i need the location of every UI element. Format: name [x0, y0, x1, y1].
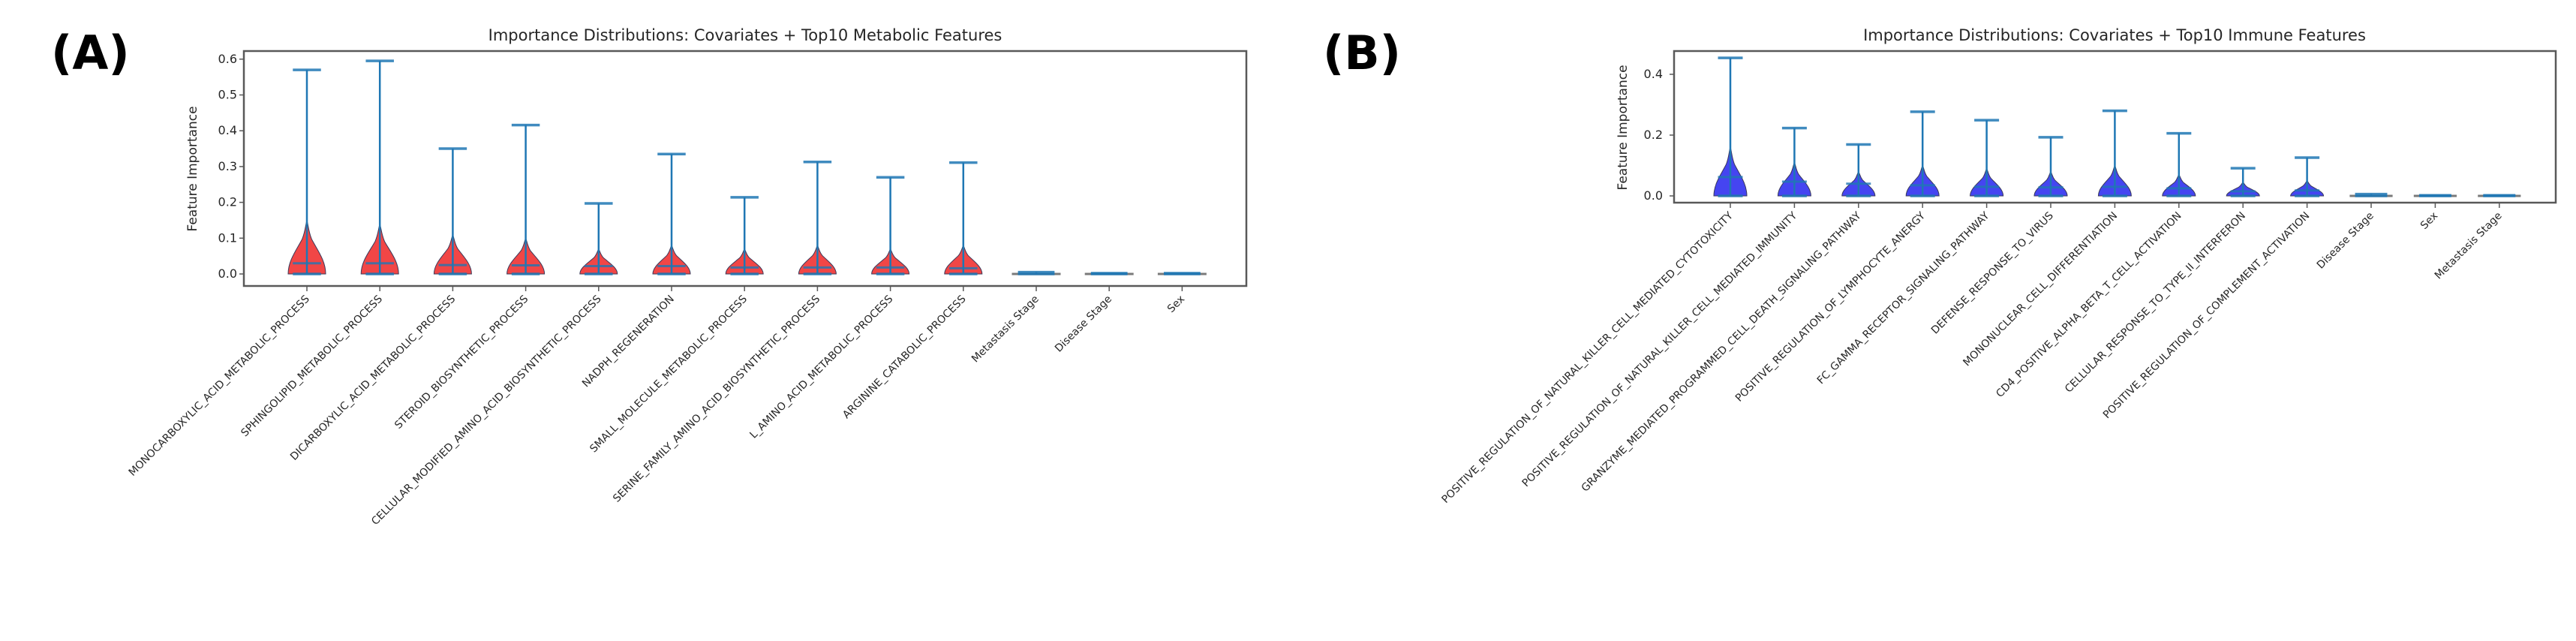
y-tick-label: 0.1: [218, 230, 237, 245]
violin: [1905, 110, 1940, 197]
violin: [287, 68, 326, 275]
violin: [2349, 192, 2393, 197]
violin: [2290, 156, 2325, 197]
chart-a-metabolic-violins: Importance Distributions: Covariates + T…: [127, 26, 1248, 528]
chart-title: Importance Distributions: Covariates + T…: [1863, 26, 2366, 44]
y-tick-label: 0.4: [218, 123, 237, 137]
panel-label-a: (A): [51, 26, 130, 80]
x-category-label: DICARBOXYLIC_ACID_METABOLIC_PROCESS: [288, 293, 458, 462]
x-category-label: Metastasis Stage: [2433, 210, 2505, 282]
y-tick-label: 0.2: [1644, 128, 1663, 142]
x-category-label: POSITIVE_REGULATION_OF_NATURAL_KILLER_CE…: [1520, 209, 1800, 489]
violin: [2226, 167, 2260, 197]
y-tick-label: 0.2: [218, 195, 237, 209]
violin: [1777, 126, 1811, 197]
chart-title: Importance Distributions: Covariates + T…: [488, 26, 1002, 44]
x-category-label: Sex: [2418, 210, 2440, 232]
panel-label-b: (B): [1323, 26, 1401, 80]
x-category-label: STEROID_BIOSYNTHETIC_PROCESS: [392, 293, 531, 431]
violin: [579, 202, 618, 275]
violin: [1713, 56, 1748, 197]
violin: [944, 161, 983, 275]
y-tick-label: 0.0: [218, 266, 237, 281]
x-category-label: Disease Stage: [2315, 210, 2376, 272]
violin: [1970, 119, 2004, 197]
violin: [1841, 143, 1876, 197]
violin: [725, 196, 764, 275]
y-axis-label: Feature Importance: [185, 106, 200, 231]
x-category-label: DEFENSE_RESPONSE_TO_VIRUS: [1929, 209, 2056, 336]
violin: [1084, 272, 1134, 275]
x-category-label: SPHINGOLIPID_METABOLIC_PROCESS: [239, 293, 385, 439]
y-axis-label: Feature Importance: [1616, 65, 1631, 190]
x-category-label: Disease Stage: [1053, 293, 1114, 355]
x-category-label: L_AMINO_ACID_METABOLIC_PROCESS: [747, 293, 895, 441]
chart-b-immune-violins: Importance Distributions: Covariates + T…: [1439, 26, 2557, 506]
y-tick-label: 0.0: [1644, 188, 1663, 203]
violin: [2478, 194, 2521, 197]
violin: [2097, 109, 2132, 197]
violin: [2413, 194, 2457, 197]
y-tick-label: 0.4: [1644, 67, 1663, 81]
x-category-label: POSITIVE_REGULATION_OF_NATURAL_KILLER_CE…: [1439, 209, 1736, 506]
violin: [871, 176, 910, 275]
x-category-label: Metastasis Stage: [969, 293, 1042, 366]
y-tick-label: 0.3: [218, 159, 237, 173]
x-category-label: Sex: [1165, 293, 1187, 315]
x-category-label: POSITIVE_REGULATION_OF_COMPLEMENT_ACTIVA…: [2101, 210, 2313, 422]
violin: [433, 147, 472, 275]
violin: [652, 152, 691, 275]
plot-frame: [242, 50, 1248, 287]
violin: [2033, 136, 2068, 197]
plot-frame: [1673, 50, 2557, 204]
x-category-label: ARGININE_CATABOLIC_PROCESS: [840, 293, 969, 421]
violin: [360, 59, 399, 275]
violin: [506, 123, 546, 275]
violin: [798, 160, 837, 275]
x-category-label: SMALL_MOLECULE_METABOLIC_PROCESS: [588, 293, 750, 455]
y-tick-label: 0.5: [218, 88, 237, 102]
x-category-label: GRANZYME_MEDIATED_PROGRAMMED_CELL_DEATH_…: [1580, 209, 1864, 494]
violin: [1157, 272, 1207, 275]
violin: [2162, 131, 2196, 197]
y-tick-label: 0.6: [218, 52, 237, 66]
violin: [1011, 270, 1061, 275]
